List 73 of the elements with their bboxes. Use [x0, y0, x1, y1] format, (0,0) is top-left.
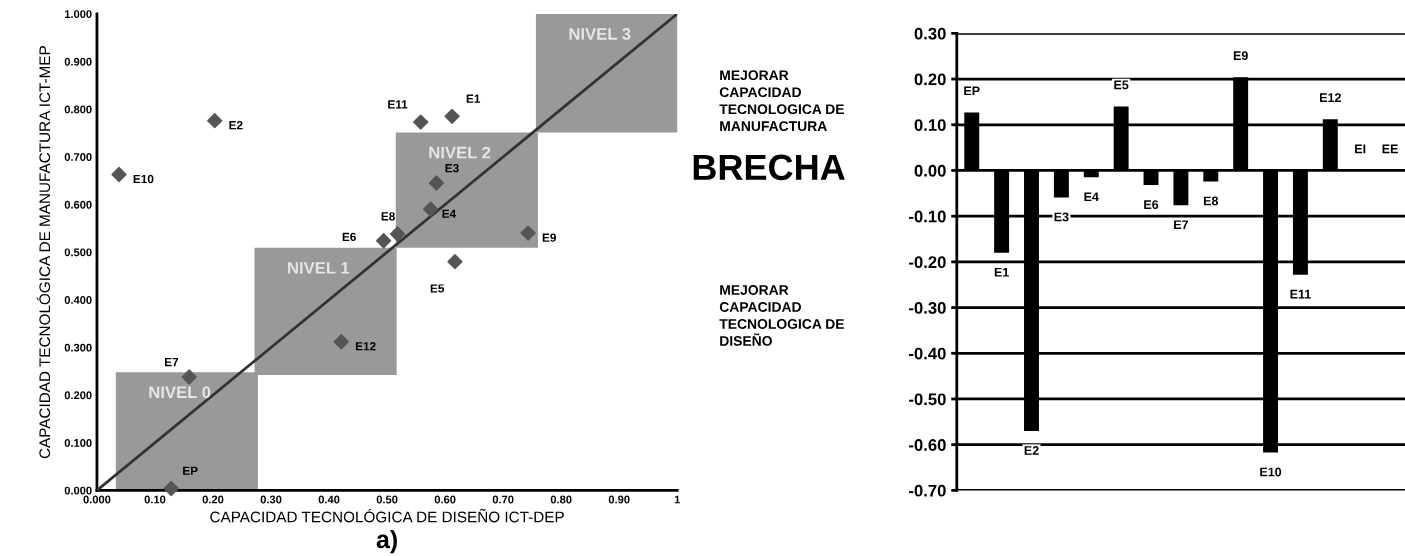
y-tick-label: 1.000: [64, 10, 92, 19]
point: [413, 114, 429, 130]
x-tick-label: EI: [1355, 144, 1366, 154]
point: [163, 480, 179, 497]
y-tick-label: -0.20: [909, 256, 946, 269]
x-tick-label: 0.60: [434, 495, 456, 504]
annotation: NIVEL 3: [569, 28, 631, 40]
x-tick-label: 0.50: [376, 495, 398, 504]
x-tick-label: 0.90: [608, 495, 630, 504]
y-tick-label: 0.600: [64, 200, 92, 209]
y-tick-label: -0.30: [909, 301, 946, 314]
annotation: NIVEL 0: [149, 386, 211, 399]
x-tick-label: E8: [1203, 196, 1219, 206]
point: [181, 369, 197, 385]
text: MEJORAR CAPACIDAD TECNOLOGICA DE MANUFACTURA: [719, 70, 844, 132]
point: [422, 201, 439, 217]
y-tick-label: 0.30: [914, 27, 946, 40]
annotation: E12: [355, 342, 376, 351]
y-tick-label: 0.500: [64, 248, 92, 257]
y-tick-label: -0.50: [909, 393, 946, 406]
point: [444, 108, 460, 124]
y-tick-label: 0.800: [64, 105, 92, 114]
x-tick-label: EP: [964, 86, 980, 96]
x-tick-label: 0.70: [492, 495, 514, 504]
annotation: E11: [388, 100, 408, 109]
y-tick-label: 0.300: [64, 343, 92, 352]
y-tick-label: -0.40: [909, 347, 946, 360]
y-tick-label: 0.10: [914, 119, 946, 131]
y-tick-label: 0.20: [914, 73, 946, 86]
annotation: E1: [466, 94, 481, 103]
x-tick-label: 1: [674, 495, 680, 504]
x-tick-label: 0.000: [83, 495, 111, 504]
point: [389, 226, 406, 242]
annotation: NIVEL 2: [429, 146, 491, 159]
x-tick-label: 0.20: [202, 495, 224, 504]
point: [375, 233, 392, 249]
annotation: EP: [183, 466, 198, 475]
annotation: E9: [542, 233, 556, 242]
point: [447, 254, 463, 270]
annotation: E5: [430, 284, 445, 293]
y-tick-label: 0.00: [914, 164, 946, 177]
y-axis-title: BRECHA: [693, 154, 845, 181]
text: a): [376, 529, 397, 554]
y-tick-label: 0.200: [64, 391, 92, 400]
annotation: E7: [165, 358, 179, 367]
point: [207, 112, 223, 129]
y-tick-label: 0.700: [64, 153, 92, 161]
y-tick-label: -0.60: [909, 439, 946, 451]
y-tick-label: 0.000: [64, 486, 92, 495]
annotation: E6: [342, 232, 356, 242]
annotation: E2: [229, 121, 243, 130]
y-tick-label: 0.400: [64, 296, 92, 304]
x-tick-label: EE: [1382, 144, 1398, 154]
point: [111, 166, 127, 183]
x-tick-label: 0.10: [144, 495, 166, 504]
annotation: E10: [133, 174, 154, 184]
x-tick-label: 0.30: [260, 495, 282, 504]
x-tick-label: 0.40: [318, 495, 340, 504]
annotation: NIVEL 1: [288, 262, 350, 274]
point: [333, 334, 349, 350]
annotation: E4: [442, 209, 457, 218]
x-tick-label: 0.80: [550, 495, 572, 504]
text: MEJORAR CAPACIDAD TECNOLOGICA DE DISEÑO: [719, 285, 844, 346]
annotation: E3: [445, 163, 459, 173]
x-axis-title: CAPACIDAD TECNOLÓGICA DE DISEÑO ICT-DEP: [210, 508, 564, 523]
y-tick-label: 0.100: [64, 439, 92, 447]
y-axis-title: CAPACIDAD TECNOLÓGICA DE MANUFACTURA ICT-MEP: [36, 46, 51, 459]
y-tick-label: 0.900: [64, 57, 92, 66]
point: [520, 225, 536, 241]
y-tick-label: -0.70: [909, 484, 946, 497]
point: [428, 175, 445, 191]
y-tick-label: -0.10: [909, 210, 946, 223]
annotation: E8: [381, 212, 395, 221]
